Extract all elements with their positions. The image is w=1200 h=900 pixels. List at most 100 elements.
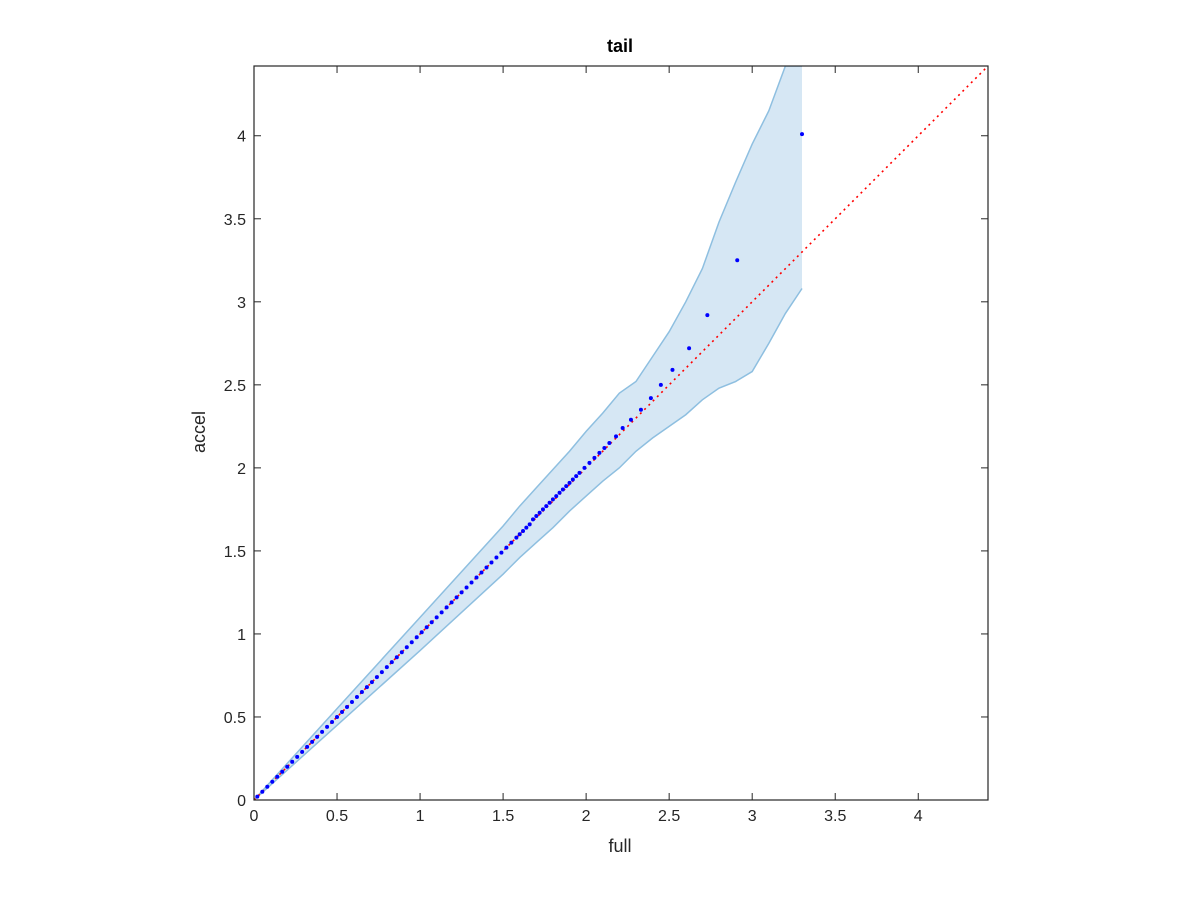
confidence-band-lower-edge	[254, 288, 803, 800]
data-point	[570, 477, 575, 482]
data-point	[517, 532, 522, 537]
y-tick-label: 2	[237, 461, 246, 478]
data-point	[295, 754, 300, 759]
chart-title: tail	[607, 36, 633, 56]
data-point	[521, 528, 526, 533]
data-point	[275, 774, 280, 779]
y-tick-label: 1.5	[224, 544, 246, 561]
data-point	[560, 487, 565, 492]
data-point	[547, 500, 552, 505]
axis-ticks: 0 0.5 1 1.5 2 2.5 3 3.5 4 0 0.5 1 1.5 2 2.5 3 3.5 4	[224, 66, 988, 825]
data-point	[564, 484, 569, 489]
data-point	[582, 465, 587, 470]
data-point	[687, 346, 692, 351]
data-point	[429, 620, 434, 625]
x-tick-label: 0.5	[326, 808, 348, 825]
data-point	[554, 494, 559, 499]
data-point	[389, 660, 394, 665]
data-point	[587, 460, 592, 465]
data-point	[527, 522, 532, 527]
data-point	[592, 455, 597, 460]
data-point	[354, 695, 359, 700]
data-point	[670, 367, 675, 372]
data-point	[567, 480, 572, 485]
data-point	[379, 670, 384, 675]
data-point	[544, 504, 549, 509]
data-point	[320, 729, 325, 734]
x-tick-label: 2	[582, 808, 591, 825]
y-tick-label: 3	[237, 295, 246, 312]
data-point	[557, 490, 562, 495]
data-point	[260, 789, 265, 794]
data-point	[374, 675, 379, 680]
data-point	[530, 517, 535, 522]
data-point	[607, 440, 612, 445]
data-point	[638, 407, 643, 412]
data-point	[454, 595, 459, 600]
data-point	[504, 545, 509, 550]
data-point	[434, 615, 439, 620]
axes-box	[253, 65, 989, 801]
data-point	[310, 739, 315, 744]
data-point	[735, 258, 740, 263]
x-tick-label: 4	[914, 808, 923, 825]
data-point	[315, 734, 320, 739]
data-point	[439, 610, 444, 615]
x-tick-label: 1.5	[492, 808, 514, 825]
data-point	[409, 640, 414, 645]
data-point	[474, 575, 479, 580]
data-point	[484, 565, 489, 570]
data-point	[449, 600, 454, 605]
data-point	[534, 514, 539, 519]
data-point	[469, 580, 474, 585]
data-point	[524, 525, 529, 530]
data-point	[255, 794, 260, 799]
data-point	[325, 724, 330, 729]
data-point	[620, 426, 625, 431]
data-point	[384, 665, 389, 670]
y-tick-label: 0	[237, 793, 246, 810]
y-tick-label: 1	[237, 627, 246, 644]
x-tick-label: 1	[416, 808, 425, 825]
data-point	[414, 635, 419, 640]
data-point	[349, 700, 354, 705]
data-point	[394, 655, 399, 660]
data-point	[540, 507, 545, 512]
data-point	[369, 680, 374, 685]
data-point	[424, 625, 429, 630]
data-point	[514, 535, 519, 540]
confidence-band-upper-edge	[254, 66, 803, 800]
y-tick-label: 2.5	[224, 378, 246, 395]
data-point	[494, 555, 499, 560]
data-point	[300, 749, 305, 754]
plot-area	[253, 65, 989, 801]
x-tick-label: 3.5	[824, 808, 846, 825]
data-point	[489, 560, 494, 565]
data-point	[648, 396, 653, 401]
data-point	[265, 784, 270, 789]
data-point	[364, 685, 369, 690]
data-point	[614, 434, 619, 439]
data-point	[270, 779, 275, 784]
data-point	[330, 719, 335, 724]
data-point	[290, 759, 295, 764]
data-point	[419, 630, 424, 635]
data-point	[602, 445, 607, 450]
data-point	[305, 744, 310, 749]
data-point	[340, 709, 345, 714]
reference-line	[254, 66, 988, 800]
data-point	[399, 650, 404, 655]
data-point	[597, 450, 602, 455]
data-point	[705, 313, 710, 318]
data-point	[444, 605, 449, 610]
y-tick-label: 3.5	[224, 212, 246, 229]
data-point	[285, 764, 290, 769]
x-tick-label: 3	[748, 808, 757, 825]
data-point	[459, 590, 464, 595]
y-tick-label: 4	[237, 129, 246, 146]
data-point	[335, 714, 340, 719]
data-point	[550, 497, 555, 502]
data-point	[345, 705, 349, 709]
data-point	[464, 585, 469, 590]
data-point	[404, 645, 409, 650]
